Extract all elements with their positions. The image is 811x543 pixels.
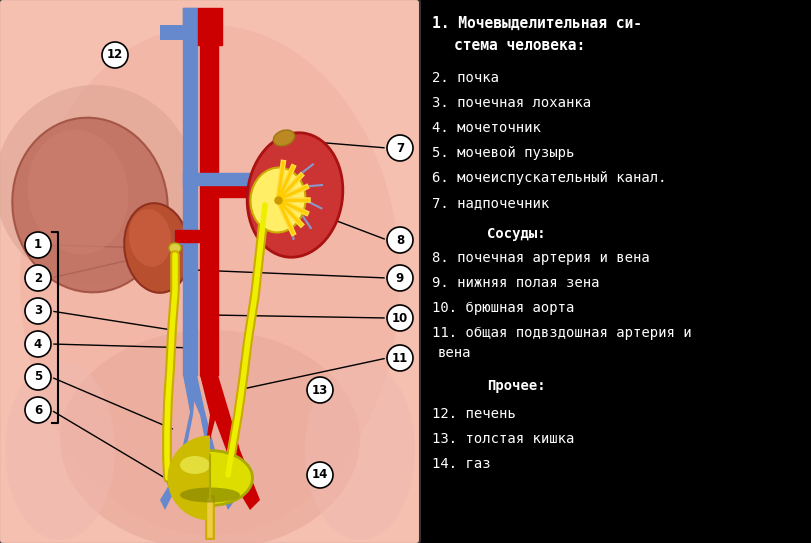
- Circle shape: [387, 305, 413, 331]
- Polygon shape: [183, 375, 218, 510]
- Wedge shape: [168, 435, 210, 521]
- Text: 4: 4: [34, 338, 42, 350]
- Text: 9. нижняя полая зена: 9. нижняя полая зена: [432, 276, 599, 290]
- Text: 4. мочеточник: 4. мочеточник: [432, 121, 541, 135]
- FancyBboxPatch shape: [0, 0, 420, 543]
- Circle shape: [387, 135, 413, 161]
- Circle shape: [25, 364, 51, 390]
- Polygon shape: [200, 375, 260, 510]
- Ellipse shape: [20, 25, 400, 535]
- Text: Прочее:: Прочее:: [487, 379, 546, 393]
- Ellipse shape: [251, 168, 306, 232]
- Ellipse shape: [60, 330, 360, 543]
- Text: 10: 10: [392, 312, 408, 325]
- Ellipse shape: [169, 243, 181, 253]
- Text: 7. надпочечник: 7. надпочечник: [432, 196, 549, 210]
- Ellipse shape: [168, 451, 252, 506]
- Polygon shape: [183, 8, 205, 30]
- Polygon shape: [160, 375, 197, 510]
- Text: 13. толстая кишка: 13. толстая кишка: [432, 432, 574, 446]
- Circle shape: [25, 265, 51, 291]
- Polygon shape: [160, 25, 183, 40]
- Text: 2: 2: [34, 272, 42, 285]
- Text: Сосуды:: Сосуды:: [487, 227, 546, 241]
- Circle shape: [307, 462, 333, 488]
- Text: стема человека:: стема человека:: [454, 38, 586, 53]
- Text: 7: 7: [396, 142, 404, 155]
- Ellipse shape: [180, 488, 240, 502]
- Text: 1: 1: [34, 238, 42, 251]
- Text: 13: 13: [312, 383, 328, 396]
- Circle shape: [387, 345, 413, 371]
- Text: 14. газ: 14. газ: [432, 457, 491, 471]
- Text: 12. печень: 12. печень: [432, 407, 516, 421]
- Text: 8: 8: [396, 233, 404, 247]
- Circle shape: [387, 265, 413, 291]
- Ellipse shape: [124, 203, 190, 293]
- Text: 8. почечная артерия и вена: 8. почечная артерия и вена: [432, 251, 650, 265]
- Circle shape: [387, 227, 413, 253]
- Text: 2. почка: 2. почка: [432, 71, 499, 85]
- Polygon shape: [183, 375, 235, 510]
- Text: 11: 11: [392, 351, 408, 364]
- Ellipse shape: [0, 85, 195, 285]
- Text: 1. Мочевыделительная си-: 1. Мочевыделительная си-: [432, 16, 642, 31]
- Circle shape: [307, 377, 333, 403]
- Circle shape: [25, 298, 51, 324]
- Text: 6: 6: [34, 403, 42, 416]
- Text: 10. брюшная аорта: 10. брюшная аорта: [432, 301, 574, 315]
- Text: 6. мочеиспускательный канал.: 6. мочеиспускательный канал.: [432, 171, 667, 185]
- Text: 5. мочевой пузырь: 5. мочевой пузырь: [432, 146, 574, 160]
- Text: вена: вена: [438, 346, 471, 360]
- Ellipse shape: [12, 118, 168, 292]
- Text: 3: 3: [34, 305, 42, 318]
- Ellipse shape: [305, 360, 415, 540]
- Ellipse shape: [247, 132, 343, 257]
- Ellipse shape: [180, 456, 210, 474]
- Text: 5: 5: [34, 370, 42, 383]
- Circle shape: [102, 42, 128, 68]
- Ellipse shape: [28, 130, 128, 254]
- Text: 3. почечная лоханка: 3. почечная лоханка: [432, 96, 591, 110]
- Ellipse shape: [129, 209, 171, 267]
- Ellipse shape: [273, 130, 294, 146]
- Text: 11. общая подвздошная артерия и: 11. общая подвздошная артерия и: [432, 326, 692, 340]
- Circle shape: [25, 397, 51, 423]
- Text: 14: 14: [311, 469, 328, 482]
- Circle shape: [25, 331, 51, 357]
- Ellipse shape: [5, 360, 115, 540]
- Text: 9: 9: [396, 272, 404, 285]
- Circle shape: [25, 232, 51, 258]
- Text: 12: 12: [107, 48, 123, 61]
